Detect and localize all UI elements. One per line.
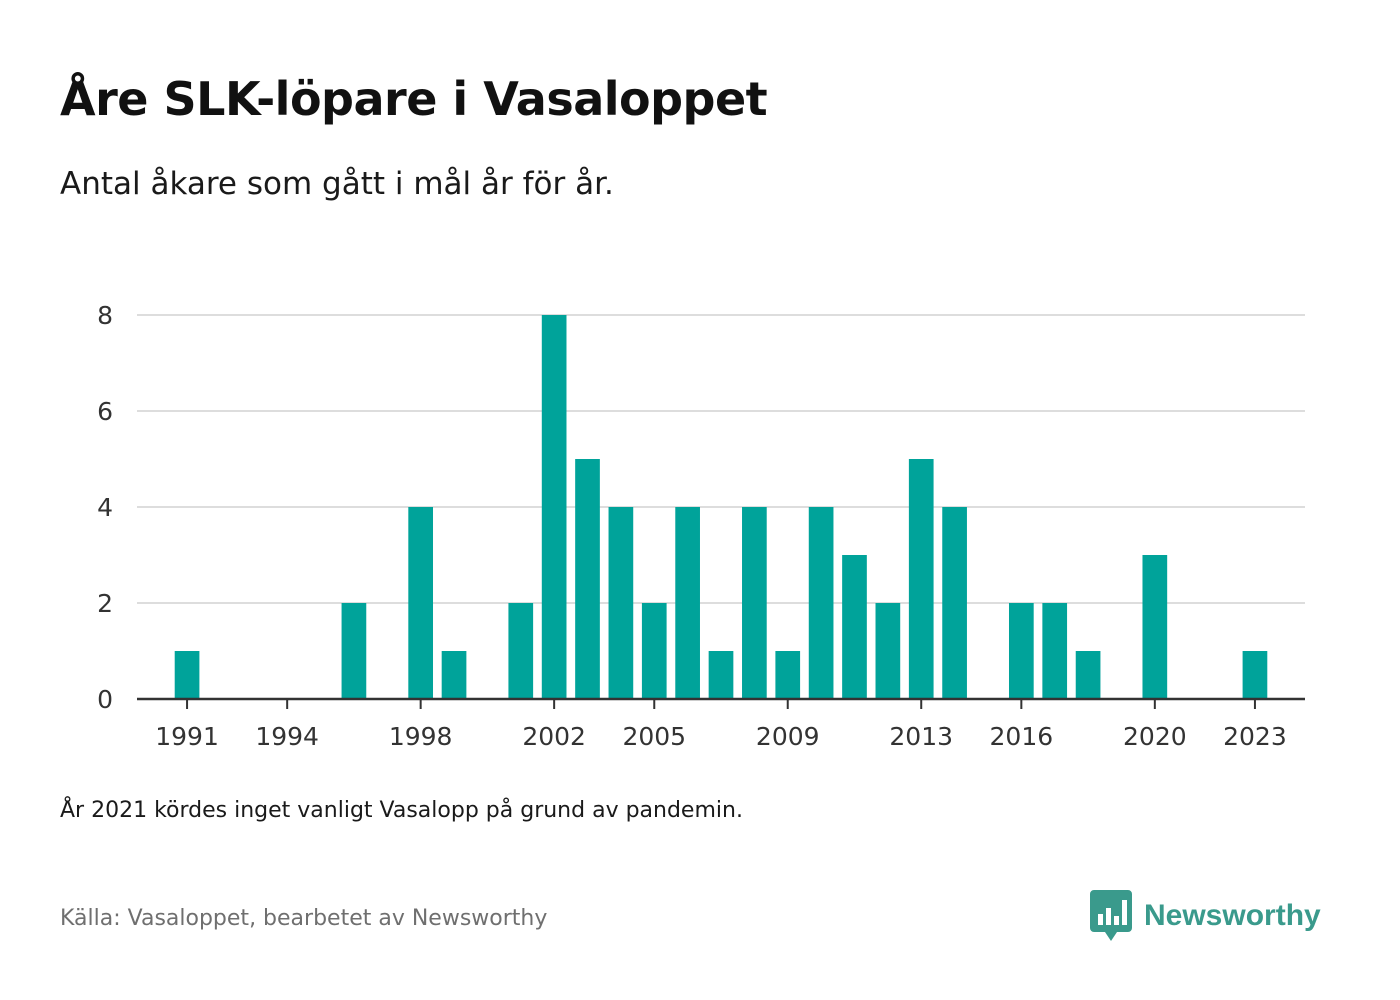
- bar-2014: [942, 507, 967, 699]
- bar-2004: [608, 507, 634, 699]
- newsworthy-brand: Newsworthy: [1090, 890, 1321, 942]
- bar-2005: [641, 603, 667, 699]
- bar-2003: [575, 459, 600, 699]
- bar-chart: 0 2 4 6 8 1991 1994 1998 2002 2005 2009 2013 2016 202…: [97, 301, 1305, 751]
- bar-2006: [675, 507, 700, 699]
- x-tick-label: 2005: [622, 722, 686, 751]
- y-tick-label: 4: [97, 493, 113, 522]
- x-tick-label: 2016: [990, 722, 1054, 751]
- bar-2020: [1142, 555, 1168, 699]
- y-tick-label: 2: [97, 589, 113, 618]
- x-tick-label: 2002: [522, 722, 586, 751]
- bar-1996: [341, 603, 367, 699]
- y-tick-label: 0: [97, 685, 113, 714]
- y-tick-label: 6: [97, 397, 113, 426]
- bar-1998: [408, 507, 434, 699]
- bar-2002: [541, 315, 567, 699]
- chart-title: Åre SLK-löpare i Vasaloppet: [60, 72, 768, 126]
- bar-2008: [742, 507, 767, 699]
- chart-subtitle: Antal åkare som gått i mål år för år.: [60, 166, 614, 202]
- x-tick-label: 1991: [155, 722, 219, 751]
- bar-2023: [1242, 651, 1268, 699]
- x-tick-label: 1994: [255, 722, 319, 751]
- x-tick-label: 1998: [389, 722, 453, 751]
- bar-1991: [174, 651, 200, 699]
- bar-2011: [842, 555, 867, 699]
- newsworthy-logo-icon: [1090, 890, 1132, 941]
- gridlines: [137, 314, 1305, 604]
- bar-1999: [441, 651, 467, 699]
- bar-2013: [908, 459, 934, 699]
- x-tick-label: 2020: [1123, 722, 1187, 751]
- bar-2017: [1042, 603, 1068, 699]
- x-tick-label: 2009: [756, 722, 820, 751]
- bars: [174, 315, 1268, 699]
- x-tick-label: 2013: [889, 722, 953, 751]
- brand-name: Newsworthy: [1144, 899, 1321, 932]
- x-tick-label: 2023: [1223, 722, 1287, 751]
- bar-2010: [808, 507, 834, 699]
- bar-2009: [775, 651, 801, 699]
- bar-2012: [875, 603, 901, 699]
- axes: 0 2 4 6 8 1991 1994 1998 2002 2005 2009 2013 2016 202…: [97, 301, 1305, 751]
- chart-note: År 2021 kördes inget vanligt Vasalopp på…: [60, 798, 743, 823]
- bar-2016: [1008, 603, 1034, 699]
- bar-2018: [1075, 651, 1101, 699]
- y-tick-label: 8: [97, 301, 113, 330]
- source-credit: Källa: Vasaloppet, bearbetet av Newswort…: [60, 906, 548, 931]
- bar-2001: [508, 603, 534, 699]
- bar-2007: [708, 651, 734, 699]
